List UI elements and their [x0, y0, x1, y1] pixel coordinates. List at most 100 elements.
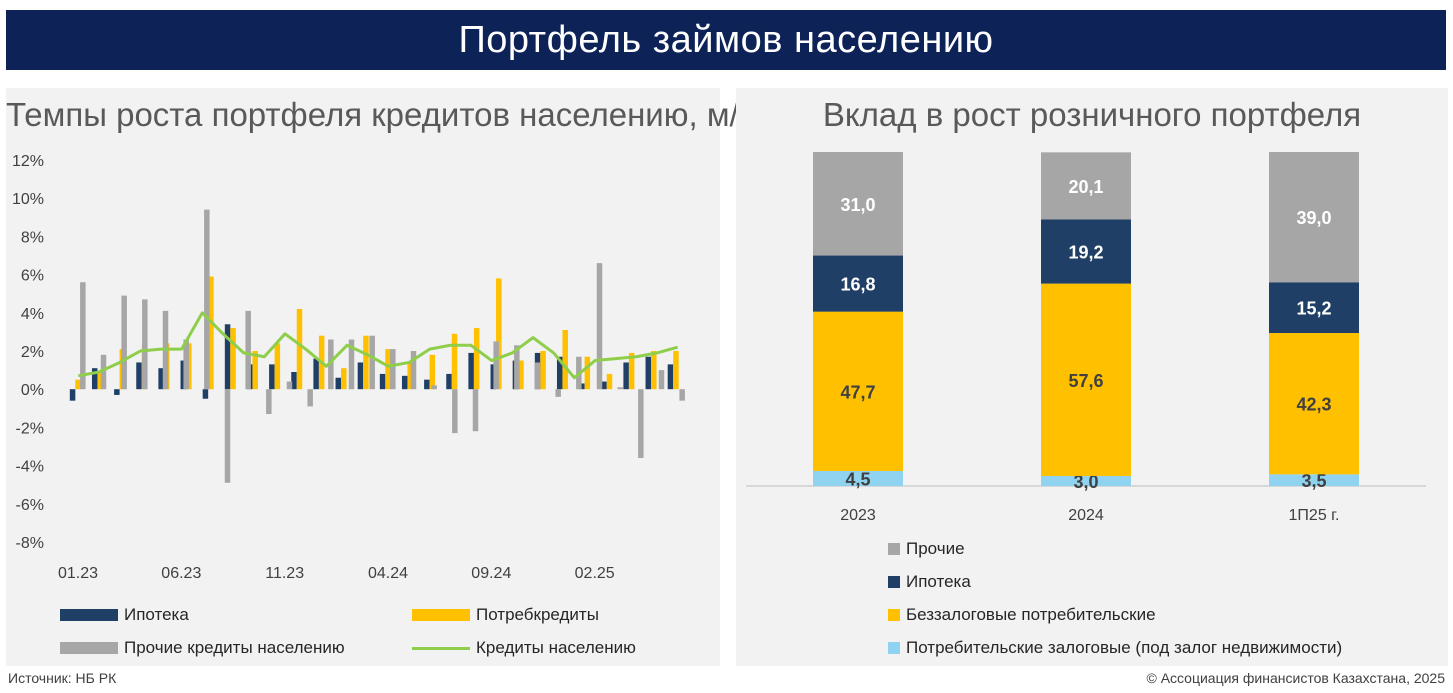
legend-label-unsecured: Беззалоговые потребительские — [906, 605, 1156, 624]
bar-mortgage — [136, 362, 142, 390]
legend-item-mortgage: Ипотека — [60, 605, 189, 625]
legend-swatch-total — [412, 646, 470, 650]
bar-consumer — [385, 349, 391, 390]
legend-label-consumer: Потребкредиты — [476, 605, 599, 624]
bar-mortgage — [202, 389, 209, 399]
legend-swatch-prochie — [888, 543, 900, 555]
stacked-bar-segment — [1041, 475, 1131, 486]
data-label: 39,0 — [1296, 208, 1331, 228]
stacked-bar-segment — [813, 152, 903, 256]
y-tick-label: 12% — [12, 153, 44, 170]
bar-consumer — [562, 329, 568, 390]
data-label: 57,6 — [1068, 371, 1103, 391]
legend-swatch-other — [60, 642, 118, 654]
data-label: 3,5 — [1301, 471, 1326, 491]
bar-other — [307, 389, 313, 407]
x-tick-label: 06.23 — [161, 565, 201, 582]
bar-other — [245, 310, 251, 390]
bar-mortgage — [667, 364, 674, 390]
contribution-chart: 4,5 47,7 16,8 31,0 2023 3,0 57,6 19,2 20,1 2024 3,… — [746, 152, 1426, 524]
bar-consumer — [584, 356, 591, 390]
y-tick-label: 8% — [21, 229, 44, 246]
legend-label-secured: Потребительские залоговые (под залог нед… — [906, 638, 1343, 657]
bar-consumer — [451, 333, 458, 390]
bar-other — [204, 209, 210, 390]
bar-mortgage — [335, 377, 342, 390]
bar-mortgage — [69, 389, 76, 401]
bar-other — [286, 381, 293, 390]
legend-label-other: Прочие кредиты населению — [124, 638, 345, 657]
bar-other — [348, 339, 355, 390]
legend-label-prochie: Прочие — [906, 539, 965, 558]
growth-chart-title: Темпы роста портфеля кредитов населению,… — [6, 96, 762, 133]
bar-mortgage — [401, 375, 408, 390]
bar-other — [555, 389, 561, 397]
y-tick-label: -4% — [16, 459, 44, 476]
bar-other — [100, 354, 107, 390]
bar-consumer — [208, 276, 214, 390]
legend-swatch-consumer — [412, 609, 470, 621]
bar-other — [80, 282, 86, 390]
bar-mortgage — [579, 383, 585, 390]
stacked-bar-segment — [1041, 283, 1131, 476]
bar-consumer — [673, 351, 679, 390]
bar-other — [638, 389, 644, 458]
contribution-chart-title: Вклад в рост розничного портфеля — [822, 96, 1362, 133]
page-title: Портфель займов населению — [458, 18, 994, 61]
category-label: 2024 — [1068, 507, 1104, 524]
legend-swatch-secured — [888, 642, 900, 654]
bar-mortgage — [114, 389, 120, 395]
stacked-bar-segment — [813, 470, 903, 486]
bar-mortgage — [291, 372, 297, 390]
bar-mortgage — [490, 364, 497, 390]
legend-swatch-ipoteka — [888, 576, 900, 588]
data-label: 4,5 — [845, 469, 870, 489]
stacked-bar-segment — [813, 311, 903, 471]
bar-mortgage — [601, 381, 607, 390]
data-label: 15,2 — [1296, 299, 1331, 319]
bar-other — [121, 295, 127, 390]
x-tick-label: 01.23 — [58, 565, 98, 582]
legend-item-secured: Потребительские залоговые (под залог нед… — [888, 638, 1342, 658]
stacked-bar-segment — [1269, 152, 1359, 283]
bar-mortgage — [224, 324, 231, 390]
y-tick-label: -8% — [16, 535, 44, 552]
growth-rate-chart-panel: Темпы роста портфеля кредитов населению,… — [6, 88, 762, 666]
stacked-bar-segment — [1041, 219, 1131, 284]
legend-label-total: Кредиты населению — [476, 638, 636, 657]
bar-consumer — [473, 328, 480, 390]
legend-item-prochie: Прочие — [888, 539, 965, 559]
x-tick-label: 09.24 — [471, 565, 511, 582]
bar-consumer — [518, 360, 524, 390]
bar-consumer — [606, 373, 613, 390]
growth-rate-chart: 12% 10% 8% 6% 4% 2% 0% -2% -4% -6% -8% 01.23 06.23 11… — [12, 153, 685, 582]
bar-other — [390, 349, 396, 390]
legend-label-ipoteka: Ипотека — [906, 572, 971, 591]
data-label: 31,0 — [840, 195, 875, 215]
bar-other — [514, 345, 520, 390]
x-tick-label: 02.25 — [575, 565, 615, 582]
stacked-bar-segment — [1269, 474, 1359, 486]
legend-label-mortgage: Ипотека — [124, 605, 189, 624]
bar-other — [493, 341, 499, 390]
legend-item-other: Прочие кредиты населению — [60, 638, 345, 658]
stacked-bar-segment — [1269, 282, 1359, 334]
bar-consumer — [496, 278, 502, 390]
bar-mortgage — [645, 356, 652, 390]
legend-swatch-mortgage — [60, 609, 118, 621]
bar-consumer — [429, 354, 436, 390]
bar-mortgage — [424, 379, 430, 390]
bar-other — [617, 387, 623, 390]
y-tick-label: 6% — [21, 268, 44, 285]
bar-mortgage — [379, 373, 386, 390]
data-label: 20,1 — [1068, 177, 1103, 197]
legend-swatch-unsecured — [888, 609, 900, 621]
stacked-bar-segment — [1041, 152, 1131, 220]
bar-mortgage — [91, 368, 98, 390]
stacked-bar-segment — [813, 255, 903, 312]
bar-mortgage — [556, 356, 563, 390]
bar-consumer — [296, 308, 303, 390]
bar-other — [224, 389, 231, 483]
bar-consumer — [628, 352, 635, 390]
y-tick-label: -2% — [16, 420, 44, 437]
